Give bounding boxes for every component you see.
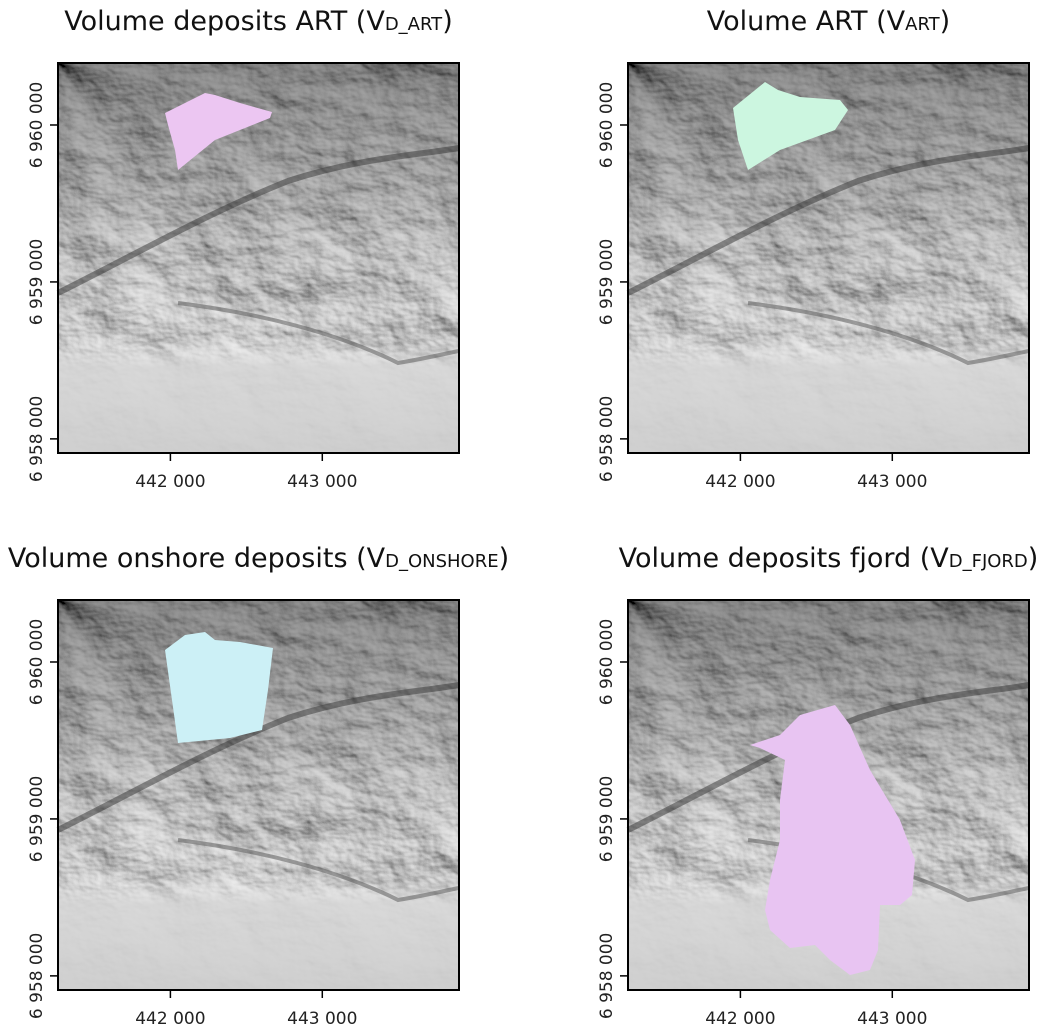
map-panel: Volume deposits fjord (VD_FJORD) 442 000 4… (597, 543, 1038, 1029)
figure: Volume deposits ART (VD_ART) 442 000 443 0… (0, 0, 1040, 1030)
y-tick-label: 6 958 000 (27, 396, 47, 483)
y-tick-label: 6 960 000 (597, 82, 617, 169)
y-tick-label: 6 960 000 (597, 619, 617, 706)
title-close: ) (442, 6, 453, 37)
volume-area (165, 632, 273, 743)
title-text: Volume onshore deposits (V (8, 543, 386, 574)
x-tick-label: 442 000 (705, 472, 775, 492)
x-tick-label: 442 000 (135, 472, 205, 492)
title-close: ) (499, 543, 510, 574)
title-text: Volume deposits fjord (V (619, 543, 950, 574)
title-close: ) (940, 6, 951, 37)
title-text: Volume deposits ART (V (64, 6, 385, 37)
title-subscript: D_ONSHORE (385, 551, 499, 572)
y-tick-label: 6 959 000 (27, 776, 47, 863)
x-tick-label: 443 000 (287, 1009, 357, 1029)
y-tick-label: 6 959 000 (597, 776, 617, 863)
x-tick-label: 443 000 (857, 472, 927, 492)
title-subscript: ART (905, 14, 941, 35)
y-tick-label: 6 959 000 (597, 239, 617, 326)
x-tick-label: 442 000 (705, 1009, 775, 1029)
x-tick-label: 443 000 (287, 472, 357, 492)
map-panel: Volume onshore deposits (VD_ONSHORE) 442 … (8, 543, 509, 1029)
title-subscript: D_ART (385, 14, 443, 35)
page: Volume deposits ART (VD_ART) 442 000 443 0… (0, 0, 1040, 1030)
y-tick-label: 6 960 000 (27, 619, 47, 706)
y-tick-label: 6 958 000 (27, 933, 47, 1020)
title-close: ) (1028, 543, 1039, 574)
y-tick-label: 6 958 000 (597, 396, 617, 483)
title-subscript: D_FJORD (949, 551, 1028, 572)
map-panel: Volume ART (VART) 442 000 443 000 6 958 000… (597, 6, 1029, 492)
panel-title: Volume deposits fjord (VD_FJORD) (619, 543, 1039, 574)
x-tick-label: 442 000 (135, 1009, 205, 1029)
map-panel: Volume deposits ART (VD_ART) 442 000 443 0… (27, 6, 459, 492)
panel-title: Volume onshore deposits (VD_ONSHORE) (8, 543, 509, 574)
y-tick-label: 6 958 000 (597, 933, 617, 1020)
panel-title: Volume deposits ART (VD_ART) (64, 6, 452, 37)
x-tick-label: 443 000 (857, 1009, 927, 1029)
y-tick-label: 6 960 000 (27, 82, 47, 169)
title-text: Volume ART (V (707, 6, 906, 37)
y-tick-label: 6 959 000 (27, 239, 47, 326)
panel-title: Volume ART (VART) (707, 6, 950, 37)
